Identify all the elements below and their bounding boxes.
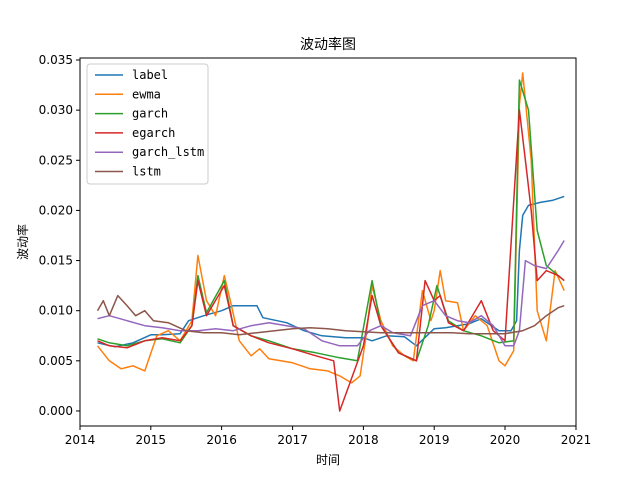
y-tick-label: 0.005 [39,354,73,368]
y-tick-label: 0.020 [39,203,73,217]
x-tick-label: 2014 [65,433,96,447]
legend-label: egarch [132,126,175,140]
plot-frame [79,57,577,427]
x-tick-label: 2018 [348,433,379,447]
series-line-egarch [97,109,565,412]
x-axis: 2014 2015 2016 2017 2018 2019 2020 2021 [65,426,592,447]
series-line-label [97,195,565,348]
x-axis-label: 时间 [316,453,340,467]
legend-label: lstm [132,165,161,179]
legend-label: ewma [132,87,161,101]
y-tick-label: 0.010 [39,304,73,318]
chart-title: 波动率图 [300,36,356,53]
x-tick-label: 2020 [490,433,521,447]
x-tick-label: 2016 [206,433,237,447]
y-tick-label: 0.000 [39,404,73,418]
x-tick-label: 2015 [136,433,167,447]
x-tick-label: 2021 [561,433,592,447]
plot-area [96,72,565,412]
legend-label: label [132,68,168,82]
x-tick-label: 2017 [277,433,308,447]
series-line-lstm [96,294,565,336]
y-tick-label: 0.015 [39,254,73,268]
legend-label: garch_lstm [132,145,204,159]
y-tick-label: 0.035 [39,53,73,67]
legend-label: garch [132,107,168,121]
y-axis-label: 波动率 [15,224,30,260]
y-axis: 0.000 0.005 0.010 0.015 0.020 0.025 0.030 0.035 [39,53,80,418]
y-tick-label: 0.025 [39,153,73,167]
y-tick-label: 0.030 [39,103,73,117]
x-tick-label: 2019 [419,433,450,447]
series-line-ewma [96,72,565,384]
